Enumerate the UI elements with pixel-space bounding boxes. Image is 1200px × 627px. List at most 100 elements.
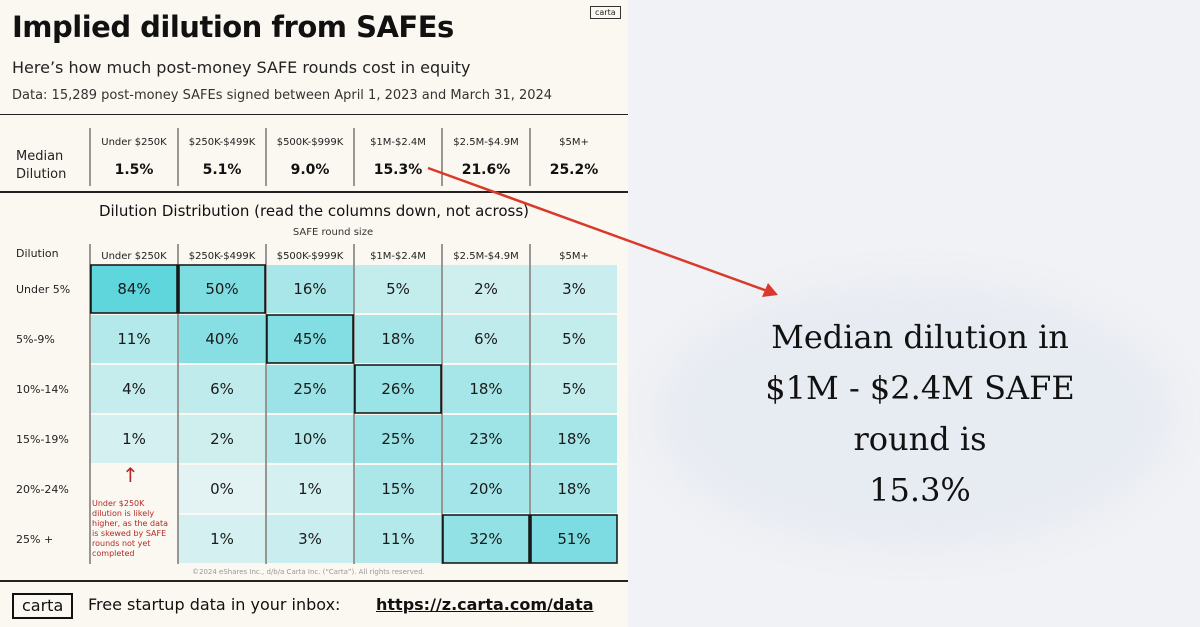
heatmap-cell	[267, 415, 353, 463]
heatmap-highlight-box	[90, 264, 178, 314]
heatmap-cell-value: 1%	[210, 530, 234, 548]
heatmap-highlight-box	[178, 264, 266, 314]
heatmap-cell-value: 11%	[117, 330, 150, 348]
heatmap-cell	[531, 315, 617, 363]
median-value-5m: 25.2%	[550, 162, 599, 178]
heatmap-cell-value: 6%	[210, 380, 234, 398]
median-column-header-5m: $5M+	[559, 137, 589, 148]
heatmap-cell-value: 0%	[210, 480, 234, 498]
heatmap-cell-value: 18%	[381, 330, 414, 348]
heatmap-cell-value: 32%	[469, 530, 502, 548]
carta-logo: carta	[12, 593, 74, 619]
chart-title: Implied dilution from SAFEs	[12, 10, 454, 44]
heatmap-cell	[179, 415, 265, 463]
y-axis-label: Dilution	[16, 247, 59, 260]
heatmap-cell	[267, 465, 353, 513]
under-250k-footnote: Under $250K dilution is likely higher, a…	[92, 499, 169, 558]
heatmap-row-label-25: 25% +	[16, 533, 53, 546]
heatmap-cell	[355, 315, 441, 363]
heatmap-cell	[355, 515, 441, 563]
heatmap-cell-value: 40%	[205, 330, 238, 348]
footer-rule	[0, 580, 628, 582]
heatmap-cell-value: 15%	[381, 480, 414, 498]
heatmap-cell-value: 84%	[117, 280, 150, 298]
heatmap-cell-value: 18%	[469, 380, 502, 398]
heatmap-highlight-box	[354, 364, 442, 414]
heatmap-cell-value: 18%	[557, 480, 590, 498]
heatmap-column-header-5m: $5M+	[559, 251, 589, 262]
median-column-header-250k-499k: $250K-$499K	[189, 137, 256, 148]
heatmap-cell	[443, 415, 529, 463]
heatmap-cell-value: 3%	[562, 280, 586, 298]
heatmap-cell-value: 5%	[562, 330, 586, 348]
median-column-header-500k-999k: $500K-$999K	[277, 137, 344, 148]
carta-brand-tag: carta	[590, 6, 621, 19]
heatmap-cell	[267, 315, 353, 363]
heatmap-cell	[267, 515, 353, 563]
heatmap-cell-value: 5%	[386, 280, 410, 298]
heatmap-cell	[443, 365, 529, 413]
heatmap-highlight-box	[266, 314, 354, 364]
heatmap-column-header-under-250k: Under $250K	[101, 251, 167, 262]
heatmap-row-label-20-24: 20%-24%	[16, 483, 69, 496]
median-value-under-250k: 1.5%	[115, 162, 154, 178]
infographic-card: Implied dilution from SAFEs Here’s how m…	[0, 6, 628, 619]
heatmap-cell	[443, 315, 529, 363]
heatmap-cell-value: 1%	[298, 480, 322, 498]
heatmap-cell	[531, 365, 617, 413]
x-axis-caption: SAFE round size	[292, 227, 374, 238]
heatmap-cell-value: 26%	[381, 380, 414, 398]
heatmap-cell	[91, 365, 177, 413]
copyright-note: ©2024 eShares Inc., d/b/a Carta Inc. (“C…	[192, 568, 425, 576]
heatmap-row-label-under-5: Under 5%	[16, 283, 70, 296]
median-section-rule	[0, 191, 628, 193]
heatmap-cell-value: 1%	[122, 430, 146, 448]
footnote-arrow-icon: ↑	[122, 463, 139, 487]
heatmap-row-label-5-9: 5%-9%	[16, 333, 55, 346]
median-column-header-2-5m-4-9m: $2.5M-$4.9M	[453, 137, 518, 148]
heatmap-cell-value: 5%	[562, 380, 586, 398]
heatmap-cell-value: 25%	[293, 380, 326, 398]
median-column-header-under-250k: Under $250K	[101, 137, 167, 148]
heatmap-cell	[91, 265, 177, 313]
heatmap-highlight-box	[442, 514, 530, 564]
heatmap-cell	[179, 515, 265, 563]
heatmap-cell	[355, 465, 441, 513]
footer-text: Free startup data in your inbox:	[88, 595, 341, 614]
heatmap-cell-value: 25%	[381, 430, 414, 448]
heatmap-cell	[179, 315, 265, 363]
callout-background	[655, 280, 1175, 550]
header-rule	[0, 114, 628, 115]
heatmap-row-label-15-19: 15%-19%	[16, 433, 69, 446]
heatmap-cell-value: 20%	[469, 480, 502, 498]
heatmap-column-header-1m-2-4m: $1M-$2.4M	[370, 251, 426, 262]
chart-subtitle: Here’s how much post-money SAFE rounds c…	[12, 58, 471, 77]
heatmap-cell	[91, 315, 177, 363]
heatmap-cell-value: 10%	[293, 430, 326, 448]
median-value-2-5m-4-9m: 21.6%	[462, 162, 511, 178]
median-dilution-label: Median Dilution	[16, 149, 67, 182]
heatmap-cell-value: 16%	[293, 280, 326, 298]
heatmap-cell-value: 6%	[474, 330, 498, 348]
heatmap-column-header-2-5m-4-9m: $2.5M-$4.9M	[453, 251, 518, 262]
heatmap-column-header-250k-499k: $250K-$499K	[189, 251, 256, 262]
heatmap-cell	[443, 465, 529, 513]
distribution-title: Dilution Distribution (read the columns …	[98, 202, 530, 220]
median-callout: Median dilution in $1M - $2.4M SAFE roun…	[765, 318, 1075, 509]
dilution-chart: Under $250K 1.5% $250K-$499K 5.1% $500K-$999…	[16, 128, 618, 564]
heatmap-cell-value: 2%	[210, 430, 234, 448]
heatmap-cell	[443, 515, 529, 563]
heatmap-cell-value: 18%	[557, 430, 590, 448]
heatmap-cell	[531, 415, 617, 463]
data-source-note: Data: 15,289 post-money SAFEs signed bet…	[12, 88, 553, 103]
heatmap-cell	[531, 515, 617, 563]
heatmap-cell	[179, 265, 265, 313]
median-value-500k-999k: 9.0%	[291, 162, 330, 178]
heatmap-cell	[355, 265, 441, 313]
heatmap-cell	[179, 465, 265, 513]
median-value-250k-499k: 5.1%	[203, 162, 242, 178]
newsletter-link[interactable]: https://z.carta.com/data	[376, 595, 594, 614]
heatmap-cell	[267, 365, 353, 413]
heatmap-cell	[179, 365, 265, 413]
heatmap-cell	[531, 465, 617, 513]
